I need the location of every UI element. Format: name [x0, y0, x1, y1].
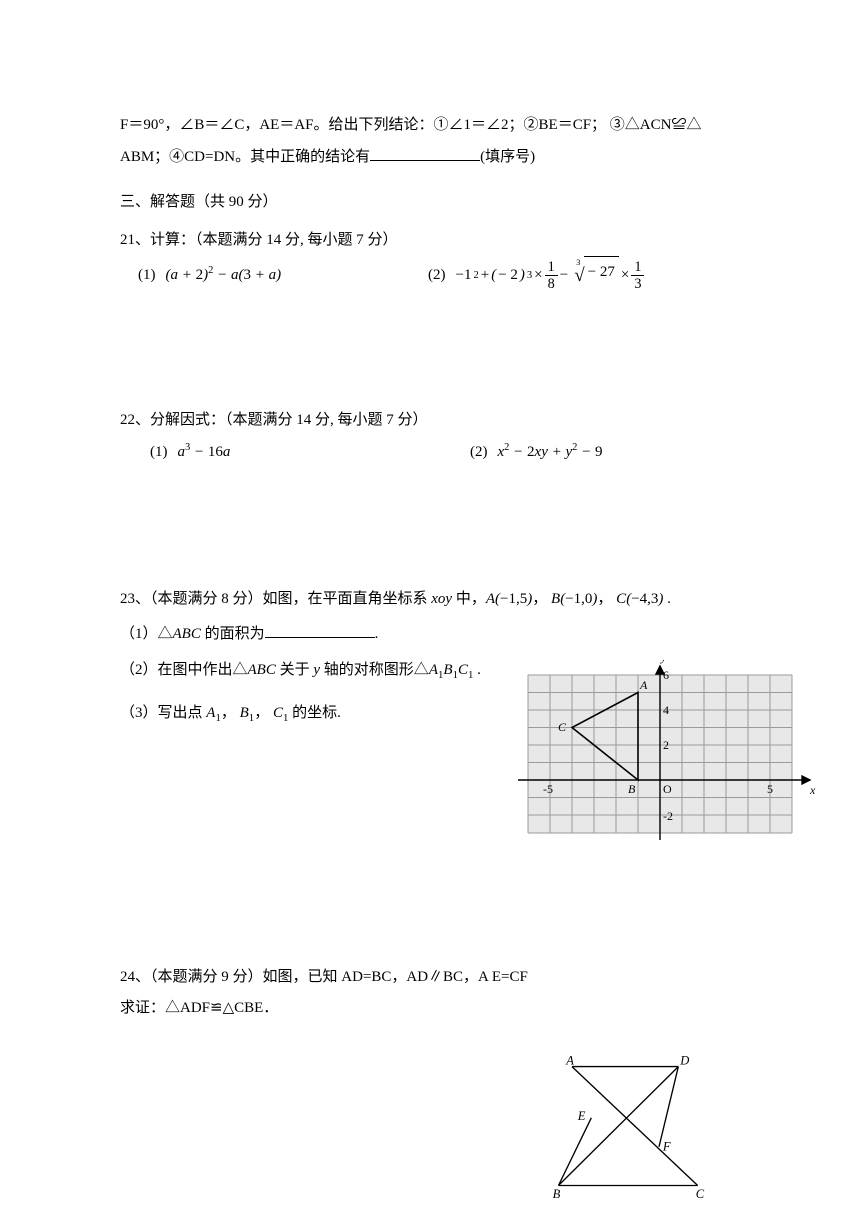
q20-blank [370, 147, 480, 161]
q23-grid-figure: y x O -5 5 -2 2 4 6 A B C [510, 660, 820, 860]
q24-figure: A D B C E F [550, 1055, 710, 1200]
q21-p2-label: (2) [428, 260, 446, 292]
pt-E: E [577, 1109, 586, 1123]
pt-B: B [628, 782, 636, 796]
q22-p2-label: (2) [470, 437, 488, 469]
q23-s1a: （1）△ [120, 626, 173, 642]
q23-A: A(−1,5) [486, 591, 532, 607]
tick-2: 2 [663, 738, 669, 752]
q20-text-1: F＝90°，∠B＝∠C，AE＝AF。给出下列结论：①∠1＝∠2；②BE＝CF； … [120, 117, 701, 133]
q23-header: 23、（本题满分 8 分）如图，在平面直角坐标系 xoy 中，A(−1,5)， … [120, 584, 740, 616]
pt-A2: A [565, 1055, 574, 1068]
q23-A1: A1 [206, 705, 221, 721]
q23-s3a: （3）写出点 [120, 705, 206, 721]
section-3-title: 三、解答题（共 90 分） [120, 187, 740, 219]
q21-p1-expr: (a + 2)2 − a(3 + a) [166, 260, 282, 292]
q22-body: (1) a3 − 16a (2) x2 − 2xy + y2 − 9 [120, 437, 740, 469]
q23-C: C(−4,3) [616, 591, 663, 607]
q23-s1tri: ABC [173, 626, 201, 642]
q23-s2a: （2）在图中作出△ [120, 662, 248, 678]
q23-s3b: 的坐标. [288, 705, 341, 721]
q20-line1: F＝90°，∠B＝∠C，AE＝AF。给出下列结论：①∠1＝∠2；②BE＝CF； … [120, 110, 740, 142]
q24-line1: 24、（本题满分 9 分）如图，已知 AD=BC，AD∥BC，A E=CF [120, 962, 740, 994]
tick-6: 6 [663, 668, 669, 682]
q23-sub1: （1）△ABC 的面积为. [120, 616, 740, 652]
q23-s2d: . [473, 662, 481, 678]
origin-label: O [663, 782, 672, 796]
pt-A: A [639, 678, 648, 692]
y-label: y [660, 660, 667, 664]
q23-xoy: xoy [431, 591, 452, 607]
q21-p1-label: (1) [138, 260, 156, 292]
q23-B: B(−1,0) [551, 591, 597, 607]
pt-C2: C [696, 1187, 705, 1200]
q23-end: . [663, 591, 671, 607]
q20-text-2a: ABM；④CD=DN。其中正确的结论有 [120, 149, 370, 165]
q23-B1: B1 [240, 705, 255, 721]
q21-p2-expr: −12 + (− 2)3 × 18 − 3√− 27 × 13 [456, 256, 645, 295]
q22-p1: (1) a3 − 16a [150, 437, 450, 469]
pt-F: F [662, 1140, 671, 1154]
tick-4: 4 [663, 703, 669, 717]
q23-blank [265, 624, 375, 638]
q20-line2: ABM；④CD=DN。其中正确的结论有 (填序号) [120, 142, 740, 174]
q20-text-2b: (填序号) [480, 149, 535, 165]
q23-s2b: 关于 [276, 662, 314, 678]
tick-5: 5 [767, 782, 773, 796]
q23-s2c: 轴的对称图形△ [320, 662, 429, 678]
q24-lines [558, 1067, 697, 1186]
q21-header: 21、计算：（本题满分 14 分, 每小题 7 分） [120, 225, 740, 257]
q23-sep2: ， [597, 591, 612, 607]
q23-s2tri2: A1B1C1 [429, 662, 474, 678]
q21-p2: (2) −12 + (− 2)3 × 18 − 3√− 27 × 13 [428, 256, 644, 295]
tick--2: -2 [663, 809, 673, 823]
q22-p1-expr: a3 − 16a [178, 437, 231, 469]
q23-s2tri: ABC [248, 662, 276, 678]
q22-p2-expr: x2 − 2xy + y2 − 9 [498, 437, 603, 469]
q22-p2: (2) x2 − 2xy + y2 − 9 [470, 437, 603, 469]
q23-C1: C1 [273, 705, 288, 721]
q23-sep1: ， [532, 591, 547, 607]
x-label: x [809, 783, 816, 797]
tick--5: -5 [543, 782, 553, 796]
q23-s3sep1: ， [221, 705, 236, 721]
pt-B2: B [553, 1187, 561, 1200]
q22-p1-label: (1) [150, 437, 168, 469]
q23-s1c: . [375, 626, 379, 642]
q24-point-labels: A D B C E F [553, 1055, 705, 1200]
q21-body: (1) (a + 2)2 − a(3 + a) (2) −12 + (− 2)3… [120, 256, 740, 295]
q23-s3sep2: ， [254, 705, 269, 721]
q21-p1: (1) (a + 2)2 − a(3 + a) [138, 256, 408, 295]
q22-header: 22、分解因式：（本题满分 14 分, 每小题 7 分） [120, 405, 740, 437]
q23-h-b: 中， [452, 591, 486, 607]
q23-h-a: 23、（本题满分 8 分）如图，在平面直角坐标系 [120, 591, 431, 607]
pt-C: C [558, 720, 567, 734]
q23-s1b: 的面积为 [201, 626, 265, 642]
q24-line2: 求证：△ADF≌△CBE． [120, 993, 740, 1025]
pt-D: D [679, 1055, 689, 1068]
